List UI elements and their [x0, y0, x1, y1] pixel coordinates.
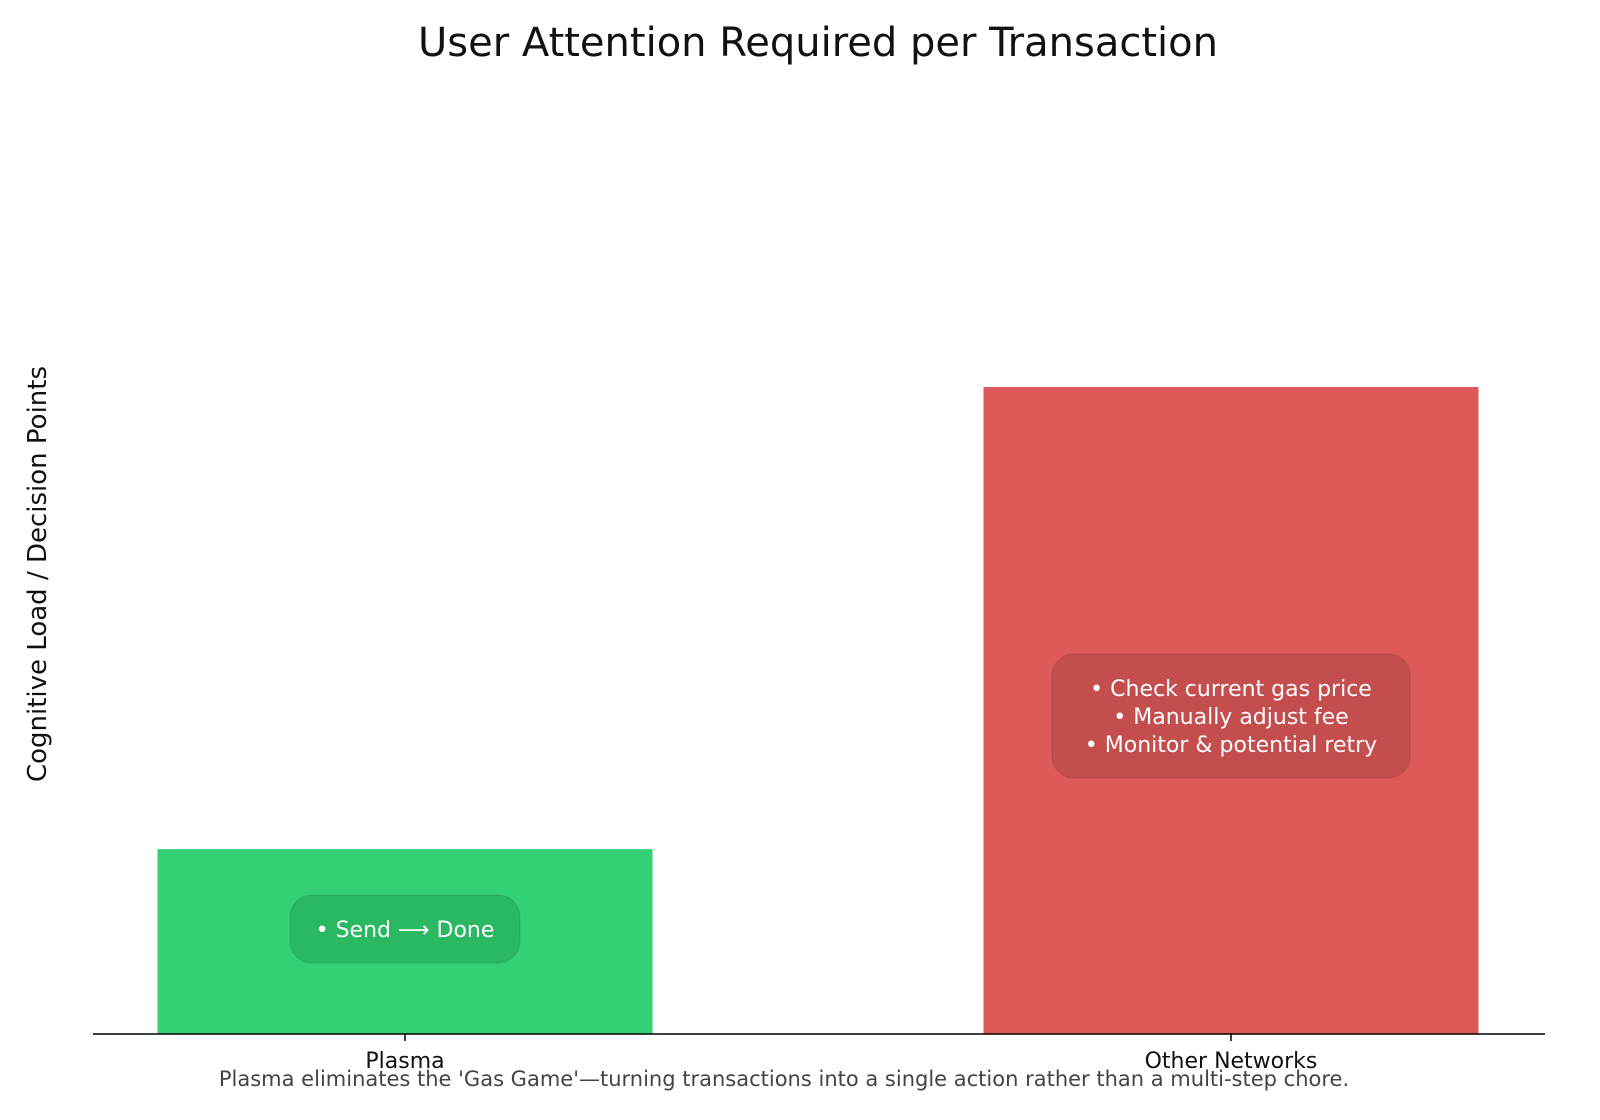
annotation-box	[289, 894, 521, 964]
annotation-line: • Check current gas price	[1090, 677, 1372, 702]
annotation-line: • Monitor & potential retry	[1085, 733, 1377, 758]
annotation-line: • Send ⟶ Done	[316, 918, 495, 943]
caption: Plasma eliminates the 'Gas Game'—turning…	[219, 1067, 1349, 1091]
y-axis-label: Cognitive Load / Decision Points	[23, 366, 53, 782]
x-tick-label: Plasma	[365, 1049, 444, 1074]
x-ticks: Plasma Other Networks	[365, 1034, 1317, 1074]
annotations-layer: • Send ⟶ Done • Check current gas price • …	[289, 653, 1411, 964]
x-tick-label: Other Networks	[1145, 1049, 1318, 1074]
chart-title: User Attention Required per Transaction	[418, 20, 1218, 66]
annotation-box	[1051, 653, 1411, 779]
annotation-line: • Manually adjust fee	[1113, 705, 1348, 730]
